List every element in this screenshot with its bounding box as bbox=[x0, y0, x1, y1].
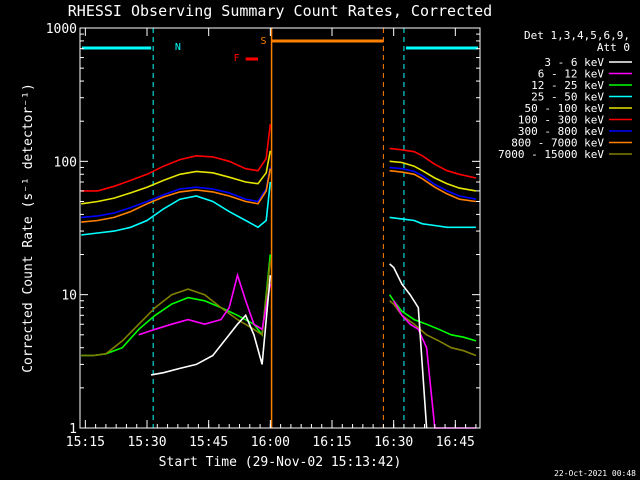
y-tick-label: 10 bbox=[61, 289, 77, 304]
legend-entry-label: 12 - 25 keV bbox=[531, 79, 604, 92]
series-50-100-kev-segment-1 bbox=[389, 160, 477, 192]
flare-label: F bbox=[234, 53, 240, 64]
series-25-50-kev-segment-1 bbox=[389, 216, 476, 229]
legend-entry-label: 300 - 800 keV bbox=[518, 125, 604, 138]
legend-entry-label: 7000 - 15000 keV bbox=[498, 148, 604, 161]
legend-entry-label: 3 - 6 keV bbox=[544, 56, 604, 69]
x-tick-label: 15:15 bbox=[66, 435, 105, 450]
series-300-800-kev-segment-1 bbox=[389, 166, 477, 200]
series-50-100-kev-segment-0 bbox=[81, 150, 272, 205]
y-tick-label: 100 bbox=[54, 155, 77, 170]
x-axis-label: Start Time (29-Nov-02 15:13:42) bbox=[159, 455, 402, 470]
legend-entry-label: 25 - 50 keV bbox=[531, 91, 604, 104]
night-label: N bbox=[175, 42, 181, 53]
annotation-layer: N S F bbox=[82, 28, 478, 428]
y-tick-label: 1000 bbox=[46, 22, 77, 37]
legend-entry-label: 50 - 100 keV bbox=[525, 102, 605, 115]
x-tick-label: 16:30 bbox=[374, 435, 413, 450]
legend-entry-label: 100 - 300 keV bbox=[518, 114, 604, 127]
x-tick-label: 16:00 bbox=[251, 435, 290, 450]
series-25-50-kev-segment-0 bbox=[81, 181, 272, 236]
y-axis: 1 10 100 1000 bbox=[46, 22, 480, 437]
x-axis: 15:15 15:30 15:45 16:00 16:15 16:30 16:45 bbox=[66, 28, 477, 450]
x-tick-label: 15:30 bbox=[127, 435, 166, 450]
y-axis-label: Corrected Count Rate (s⁻¹ detector⁻¹) bbox=[21, 83, 36, 373]
series-6-12-kev-segment-0 bbox=[138, 272, 272, 336]
legend-entry-label: 6 - 12 keV bbox=[538, 68, 605, 81]
series-3-6-kev-segment-1 bbox=[389, 263, 428, 429]
series-100-300-kev-segment-0 bbox=[81, 124, 272, 192]
series-12-25-kev-segment-0 bbox=[81, 254, 272, 357]
legend-header: Det 1,3,4,5,6,9, bbox=[524, 29, 630, 42]
series-800-7000-kev-segment-0 bbox=[81, 168, 272, 223]
x-tick-label: 16:45 bbox=[436, 435, 475, 450]
legend-header: Att 0 bbox=[597, 41, 630, 54]
y-tick-label: 1 bbox=[69, 422, 77, 437]
series-800-7000-kev-segment-1 bbox=[389, 169, 477, 203]
series-100-300-kev-segment-1 bbox=[389, 147, 477, 179]
series-3-6-kev-segment-0 bbox=[150, 275, 272, 376]
x-tick-label: 15:45 bbox=[189, 435, 228, 450]
saa-label: S bbox=[261, 36, 267, 47]
series-7000-15000-kev-segment-1 bbox=[389, 300, 477, 357]
legend-entry-label: 800 - 7000 keV bbox=[511, 137, 604, 150]
footer-date: 22-Oct-2021 00:48 bbox=[554, 469, 636, 478]
series-layer bbox=[81, 124, 477, 429]
x-tick-label: 16:15 bbox=[312, 435, 351, 450]
plot-frame bbox=[79, 27, 481, 429]
chart-title: RHESSI Observing Summary Count Rates, Co… bbox=[68, 2, 492, 20]
series-300-800-kev-segment-0 bbox=[81, 167, 272, 219]
